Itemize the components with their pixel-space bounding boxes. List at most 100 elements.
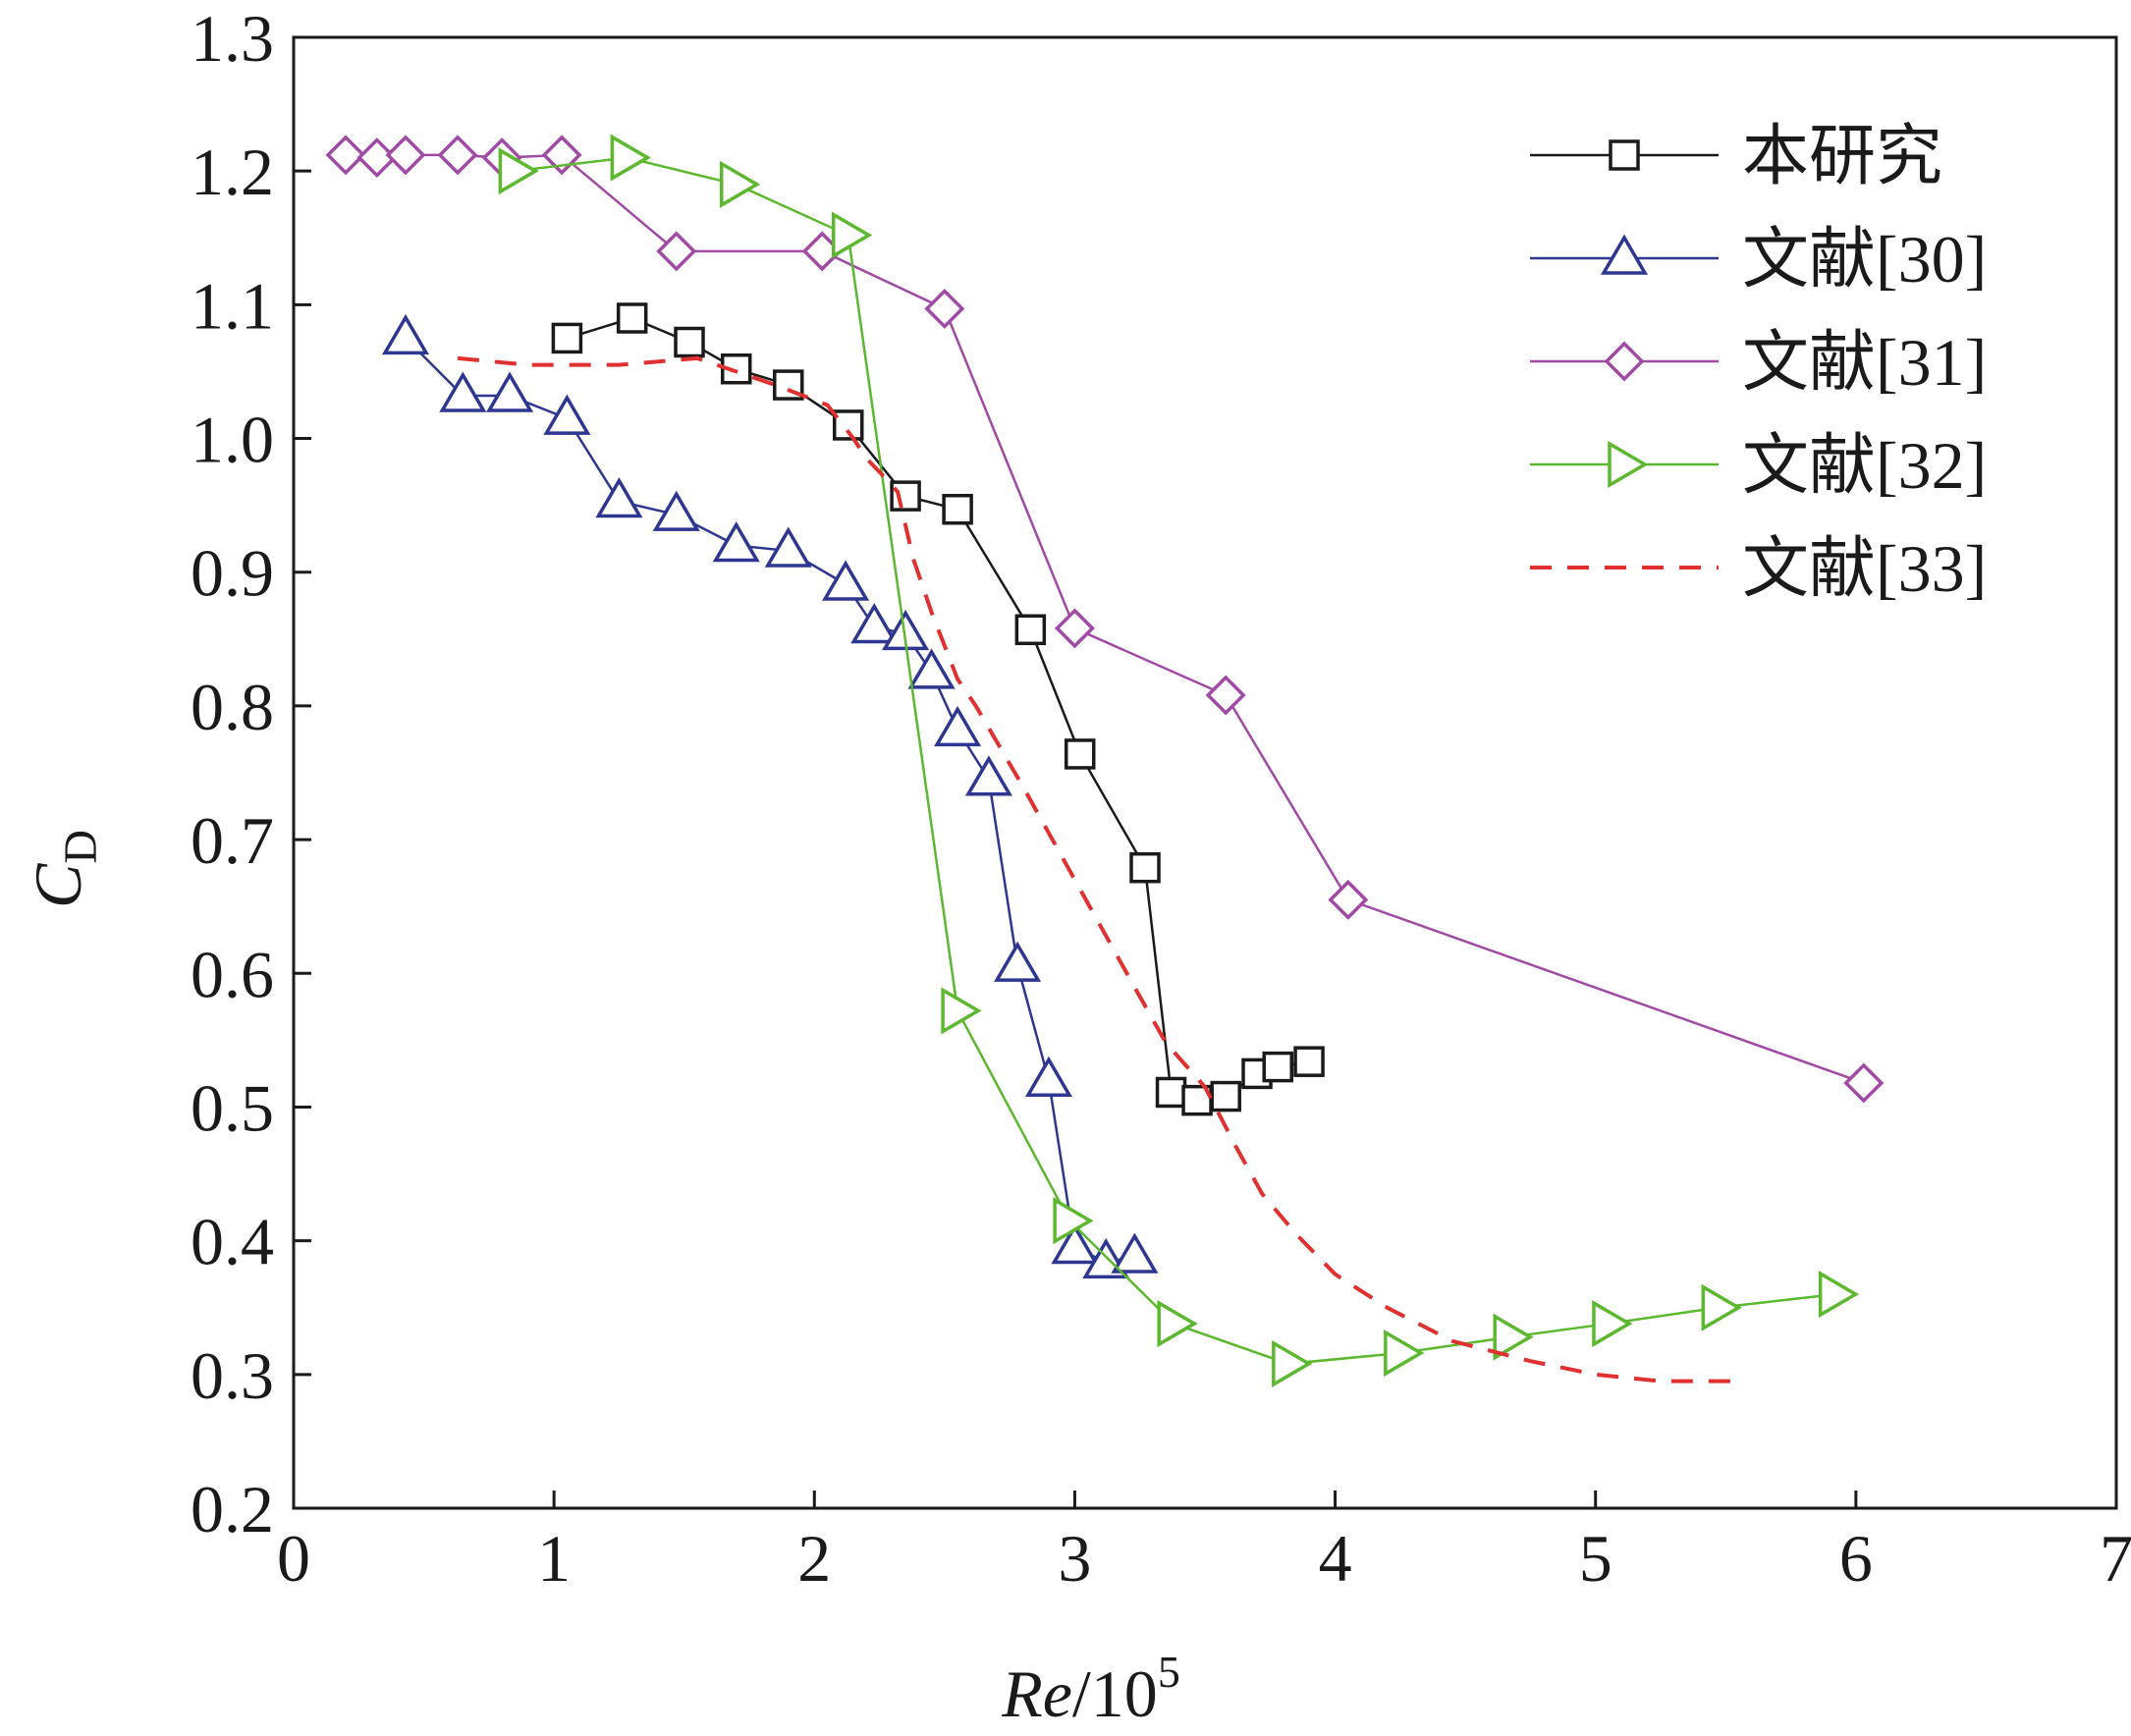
data-point [994,941,1042,982]
y-tick-label: 0.6 [191,937,274,1011]
y-tick-label: 0.3 [191,1338,274,1413]
data-point [610,134,651,182]
legend-marker [1600,234,1649,275]
legend-label: 文献[31] [1742,325,1987,400]
series-line [345,153,1865,1085]
legend-label: 文献[30] [1742,222,1987,297]
y-tick-label: 1.2 [191,135,274,209]
data-point [1272,1339,1313,1387]
series-line [405,337,1135,1264]
x-tick-label: 4 [1319,1521,1352,1596]
y-axis-title-sub: D [55,830,107,864]
series-3 [498,134,1860,1387]
data-point [924,288,965,329]
data-point [1293,1046,1325,1077]
legend-item: 本研究 [1530,119,1942,193]
data-point [1701,1283,1742,1331]
x-axis-title-sup: 5 [1158,1647,1180,1697]
data-point [1051,1222,1099,1265]
data-point [543,394,591,435]
x-tick-label: 6 [1839,1521,1873,1596]
data-point [1493,1313,1534,1361]
data-point [652,490,700,531]
data-point [1205,675,1246,716]
data-point [1024,1056,1072,1097]
data-point [850,603,899,644]
svg-text:CD: CD [21,830,107,908]
series-line [567,316,1310,1102]
data-point [764,526,812,568]
data-point [1818,1271,1860,1319]
x-axis-title-italic: Re [1001,1656,1072,1731]
y-tick-label: 0.2 [191,1472,274,1546]
data-point [907,648,956,689]
data-point [551,322,583,354]
legend-label: 文献[33] [1742,531,1987,606]
data-point [1064,738,1096,770]
y-tick-label: 1.1 [191,268,274,343]
data-point [381,313,430,355]
legend-marker [1609,139,1640,171]
data-point [712,521,760,563]
x-tick-label: 7 [2100,1521,2131,1596]
legend-label: 文献[32] [1742,428,1987,503]
data-point [1843,1062,1885,1104]
series-4 [457,355,1739,1383]
data-point [385,135,426,176]
data-point [325,135,366,176]
x-tick-label: 0 [277,1521,310,1596]
data-point [1328,879,1369,920]
y-axis-title-accent: ‾ [0,863,42,887]
series-line [515,156,1835,1366]
y-tick-label: 0.9 [191,536,274,611]
x-tick-label: 3 [1058,1521,1091,1596]
legend-item: 文献[31] [1530,325,1987,400]
y-tick-label: 0.4 [191,1205,274,1279]
y-tick-label: 1.0 [191,403,274,477]
data-point [1384,1329,1425,1378]
data-point [1054,608,1095,649]
data-point [616,302,648,334]
y-tick-label: 1.3 [191,1,274,76]
data-point [656,231,697,272]
x-axis-title: Re/105 [1001,1647,1180,1731]
data-point [437,135,478,176]
data-point [964,755,1012,796]
series-line [457,355,1739,1383]
series-0 [551,302,1325,1116]
plot-frame [292,35,2118,1510]
axis-ticks: 0 1 2 3 4 5 6 7 0.2 0.3 0.4 0.5 0.6 0.7 0.8 0.9 1.0 1.1 1.… [191,1,2131,1596]
data-point [934,705,982,747]
y-tick-label: 0.8 [191,670,274,744]
legend-item: 文献[33] [1530,531,1987,606]
legend-item: 文献[32] [1530,428,1987,503]
data-point [1129,851,1161,884]
data-point [1592,1300,1633,1348]
data-point [1053,1197,1094,1245]
data-point [941,987,982,1035]
legend-marker [1608,440,1649,489]
data-point [439,371,487,412]
data-point [1157,1300,1198,1348]
data-point [773,369,804,401]
legend-item: 文献[30] [1530,222,1987,297]
y-tick-label: 0.5 [191,1070,274,1145]
series-1 [381,313,1159,1279]
data-point [1111,1232,1159,1274]
data-point [1262,1051,1293,1083]
data-point [1014,614,1047,646]
data-point [832,211,873,259]
data-point [942,493,973,525]
series-2 [325,135,1885,1104]
y-axis-title-main: C [21,863,95,908]
y-tick-label: 0.7 [191,803,274,878]
x-tick-label: 2 [797,1521,831,1596]
data-point [890,480,921,512]
data-point [486,371,534,412]
x-tick-label: 5 [1579,1521,1612,1596]
data-point [719,160,761,208]
data-point [498,147,539,195]
legend-marker [1604,341,1645,382]
